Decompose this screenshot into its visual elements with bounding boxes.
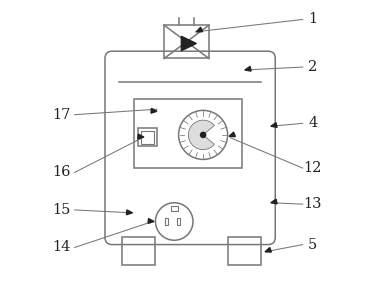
Polygon shape (229, 132, 235, 137)
Polygon shape (265, 248, 271, 252)
Polygon shape (196, 27, 203, 32)
Text: 15: 15 (52, 203, 71, 217)
Polygon shape (138, 134, 144, 139)
Polygon shape (148, 219, 154, 223)
Polygon shape (127, 210, 132, 215)
Wedge shape (188, 120, 214, 150)
Text: 14: 14 (52, 240, 71, 254)
Text: 5: 5 (308, 238, 317, 251)
Bar (141, 130, 154, 144)
Bar (138, 128, 157, 146)
Polygon shape (271, 123, 277, 127)
Polygon shape (151, 108, 157, 113)
Polygon shape (271, 199, 277, 204)
Bar (122, 237, 156, 265)
Bar (176, 218, 180, 225)
Text: 4: 4 (308, 116, 317, 130)
Bar (164, 25, 209, 58)
Circle shape (200, 132, 206, 137)
Polygon shape (181, 36, 196, 51)
Text: 12: 12 (303, 161, 322, 175)
Bar (228, 237, 261, 265)
Polygon shape (245, 66, 251, 71)
Text: 13: 13 (303, 197, 322, 211)
Text: 2: 2 (308, 60, 317, 74)
Bar (134, 99, 242, 168)
Bar (165, 218, 168, 225)
Bar (171, 206, 178, 211)
Text: 17: 17 (52, 108, 71, 122)
Text: 1: 1 (308, 12, 317, 26)
Text: 16: 16 (52, 165, 71, 180)
